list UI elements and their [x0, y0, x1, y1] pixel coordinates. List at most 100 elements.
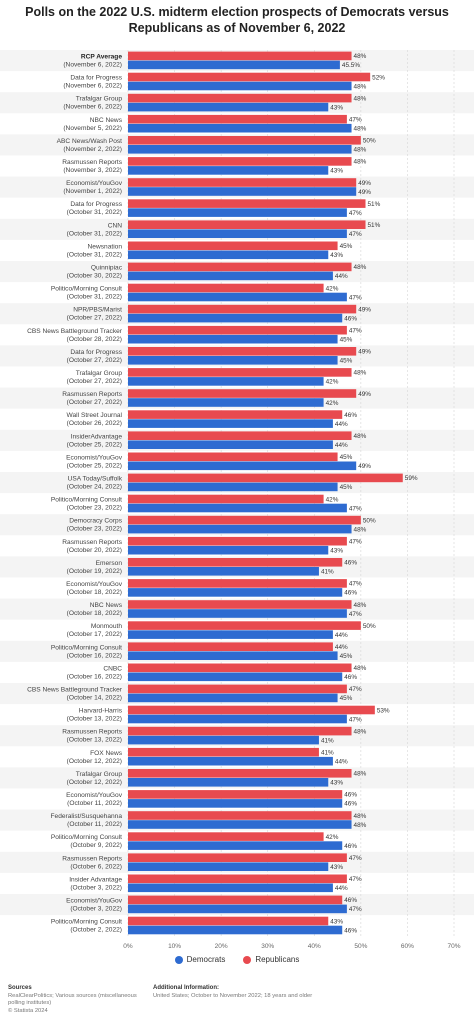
data-label-democrats: 44%: [335, 442, 348, 449]
data-label-democrats: 47%: [349, 210, 362, 217]
bar-democrats: [128, 524, 352, 534]
data-label-republicans: 51%: [368, 201, 381, 208]
data-label-republicans: 48%: [354, 370, 367, 377]
category-date: (October 23, 2022): [67, 526, 122, 533]
data-label-democrats: 46%: [344, 801, 357, 808]
data-label-democrats: 48%: [354, 822, 367, 829]
row-background: [0, 556, 474, 578]
data-label-republicans: 42%: [326, 496, 339, 503]
data-label-republicans: 48%: [354, 813, 367, 820]
chart-title: Polls on the 2022 U.S. midterm election …: [25, 5, 449, 35]
bar-republicans: [128, 558, 343, 567]
data-label-democrats: 47%: [349, 716, 362, 723]
data-label-democrats: 47%: [349, 906, 362, 913]
data-label-republicans: 49%: [358, 349, 371, 356]
bar-republicans: [128, 790, 343, 799]
data-label-republicans: 47%: [349, 539, 362, 546]
category-date: (October 31, 2022): [67, 251, 122, 258]
bar-democrats: [128, 60, 340, 70]
bar-republicans: [128, 494, 324, 504]
bar-democrats: [128, 714, 347, 724]
category-date: (October 13, 2022): [67, 737, 122, 744]
data-label-republicans: 48%: [354, 665, 367, 672]
bar-republicans: [128, 93, 352, 103]
sources-text: RealClearPolitics; Various sources (misc…: [8, 992, 137, 1007]
row-background: [0, 851, 474, 873]
category-date: (October 27, 2022): [67, 378, 122, 385]
category-date: (October 14, 2022): [67, 695, 122, 702]
bar-republicans: [128, 283, 324, 293]
category-label: Monmouth: [91, 623, 122, 630]
data-label-republicans: 50%: [363, 517, 376, 524]
row-background: [0, 725, 474, 747]
legend-label-democrats: Democrats: [186, 955, 226, 964]
category-label: Data for Progress: [70, 201, 122, 208]
data-label-democrats: 43%: [330, 548, 343, 555]
data-label-republicans: 48%: [354, 53, 367, 60]
x-tick-label: 10%: [168, 943, 181, 948]
bar-republicans: [128, 916, 329, 926]
row-background: [0, 767, 474, 789]
row-background: [0, 683, 474, 705]
bar-republicans: [128, 705, 375, 715]
legend-dot-democrats: [174, 955, 183, 964]
row-background: [0, 92, 474, 114]
bar-republicans: [128, 220, 366, 229]
data-label-democrats: 46%: [344, 927, 357, 934]
data-label-republicans: 42%: [326, 834, 339, 841]
data-label-republicans: 52%: [372, 74, 385, 81]
category-date: (October 31, 2022): [67, 230, 122, 237]
data-label-democrats: 45%: [340, 695, 353, 702]
category-date: (November 6, 2022): [63, 83, 122, 90]
bar-democrats: [128, 862, 329, 871]
data-label-democrats: 45%: [340, 358, 353, 365]
category-label: Economist/YouGov: [66, 581, 123, 588]
category-date: (October 11, 2022): [67, 800, 122, 807]
category-date: (October 12, 2022): [67, 758, 122, 765]
data-label-republicans: 46%: [344, 560, 357, 567]
data-label-democrats: 46%: [344, 843, 357, 850]
category-date: (October 31, 2022): [67, 209, 122, 216]
category-label: FOX News: [90, 750, 123, 757]
bar-democrats: [128, 334, 338, 344]
bar-republicans: [128, 262, 352, 272]
data-label-democrats: 47%: [349, 611, 362, 618]
bar-democrats: [128, 672, 343, 682]
data-label-democrats: 43%: [330, 104, 343, 111]
category-label: Economist/YouGov: [66, 898, 123, 905]
bar-democrats: [128, 482, 338, 492]
category-date: (October 12, 2022): [67, 779, 122, 786]
category-label: Economist/YouGov: [66, 454, 123, 461]
category-label: Democracy Corps: [69, 518, 122, 525]
bar-democrats: [128, 904, 347, 914]
data-label-democrats: 42%: [326, 379, 339, 386]
data-label-republicans: 47%: [349, 686, 362, 693]
category-date: (November 3, 2022): [63, 167, 122, 174]
bar-republicans: [128, 684, 347, 694]
category-label: Politico/Morning Consult: [51, 834, 122, 841]
bar-democrats: [128, 292, 347, 302]
bar-republicans: [128, 304, 357, 314]
legend-item-republicans[interactable]: Republicans: [243, 955, 299, 964]
category-date: (October 23, 2022): [67, 505, 122, 512]
category-date: (October 20, 2022): [67, 547, 122, 554]
bar-democrats: [128, 545, 329, 555]
category-date: (October 28, 2022): [67, 336, 122, 343]
data-label-democrats: 46%: [344, 674, 357, 681]
category-date: (October 2, 2022): [70, 927, 122, 934]
data-label-republicans: 50%: [363, 623, 376, 630]
data-label-republicans: 45%: [340, 243, 353, 250]
data-label-republicans: 59%: [405, 475, 418, 482]
category-date: (October 24, 2022): [67, 484, 122, 491]
category-label: Data for Progress: [70, 349, 122, 356]
category-label: ABC News/Wash Post: [57, 138, 123, 145]
bar-republicans: [128, 642, 333, 651]
category-label: Harvard-Harris: [79, 708, 123, 715]
category-date: (October 19, 2022): [67, 568, 122, 575]
category-date: (October 3, 2022): [70, 884, 122, 891]
row-background: [0, 809, 474, 831]
data-label-democrats: 47%: [349, 505, 362, 512]
bar-republicans: [128, 874, 347, 884]
bar-democrats: [128, 102, 329, 112]
legend-item-democrats[interactable]: Democrats: [174, 955, 226, 964]
